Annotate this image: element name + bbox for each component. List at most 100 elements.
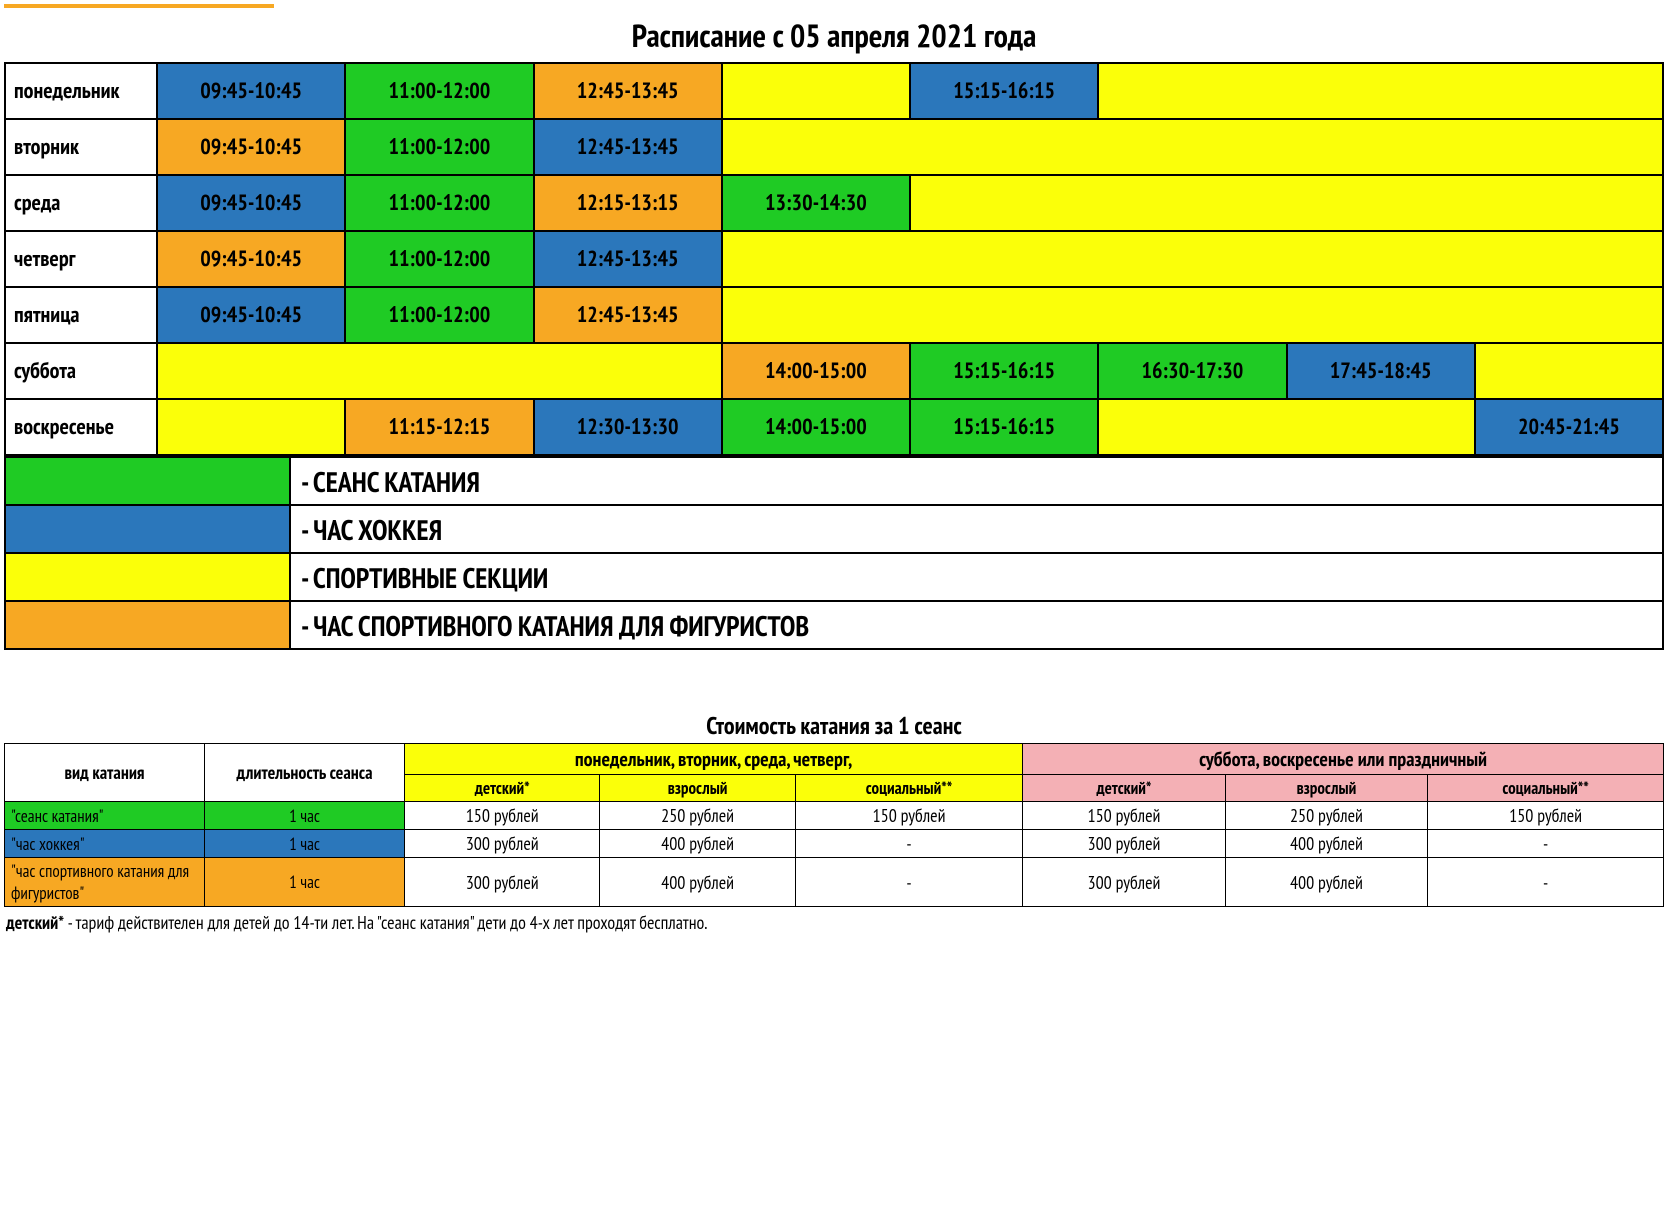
schedule-table: понедельник09:45-10:4511:00-12:0012:45-1… (4, 62, 1664, 456)
price-row: "час спортивного катания для фигуристов"… (5, 858, 1664, 907)
schedule-cell: 17:45-18:45 (1287, 343, 1475, 399)
schedule-cell: 14:00-15:00 (722, 343, 910, 399)
price-cell: 300 рублей (1023, 858, 1225, 907)
legend-table: - СЕАНС КАТАНИЯ- ЧАС ХОККЕЯ- СПОРТИВНЫЕ … (4, 456, 1664, 650)
price-header-weekday: понедельник, вторник, среда, четверг, (405, 744, 1023, 775)
price-cell: 300 рублей (1023, 830, 1225, 858)
legend-swatch (5, 601, 290, 649)
price-cell: 400 рублей (1225, 858, 1427, 907)
schedule-cell: 15:15-16:15 (910, 63, 1098, 119)
legend-row: - ЧАС ХОККЕЯ (5, 505, 1663, 553)
day-label: пятница (5, 287, 157, 343)
price-cell: 400 рублей (1225, 830, 1427, 858)
price-duration: 1 час (205, 830, 405, 858)
schedule-cell: 12:45-13:45 (534, 287, 722, 343)
price-cell: - (795, 830, 1022, 858)
schedule-cell: 11:00-12:00 (345, 287, 533, 343)
price-sub-we-social: социальный** (1428, 775, 1664, 802)
day-label: четверг (5, 231, 157, 287)
price-cell: - (795, 858, 1022, 907)
legend-row: - ЧАС СПОРТИВНОГО КАТАНИЯ ДЛЯ ФИГУРИСТОВ (5, 601, 1663, 649)
legend-label: - ЧАС ХОККЕЯ (290, 505, 1663, 553)
schedule-cell (157, 343, 722, 399)
schedule-cell: 12:45-13:45 (534, 119, 722, 175)
schedule-cell (722, 287, 1663, 343)
schedule-cell: 11:00-12:00 (345, 63, 533, 119)
legend-swatch (5, 505, 290, 553)
schedule-cell (1098, 399, 1475, 455)
price-cell: - (1428, 858, 1664, 907)
price-header-weekend: суббота, воскресенье или праздничный (1023, 744, 1664, 775)
price-cell: 150 рублей (1428, 802, 1664, 830)
price-sub-we-adult: взрослый (1225, 775, 1427, 802)
price-sub-wd-adult: взрослый (600, 775, 795, 802)
schedule-cell: 09:45-10:45 (157, 175, 345, 231)
legend-label: - СПОРТИВНЫЕ СЕКЦИИ (290, 553, 1663, 601)
schedule-cell (1098, 63, 1663, 119)
price-type: "час хоккея" (5, 830, 205, 858)
schedule-cell (722, 119, 1663, 175)
schedule-row: вторник09:45-10:4511:00-12:0012:45-13:45 (5, 119, 1663, 175)
price-sub-wd-child: детский* (405, 775, 600, 802)
price-cell: 400 рублей (600, 858, 795, 907)
schedule-cell (910, 175, 1663, 231)
day-label: вторник (5, 119, 157, 175)
schedule-cell: 20:45-21:45 (1475, 399, 1663, 455)
schedule-cell: 12:45-13:45 (534, 63, 722, 119)
day-label: понедельник (5, 63, 157, 119)
price-cell: - (1428, 830, 1664, 858)
price-cell: 250 рублей (600, 802, 795, 830)
schedule-row: четверг09:45-10:4511:00-12:0012:45-13:45 (5, 231, 1663, 287)
price-cell: 150 рублей (1023, 802, 1225, 830)
footnote-text: - тариф действителен для детей до 14-ти … (64, 911, 707, 934)
schedule-cell: 09:45-10:45 (157, 231, 345, 287)
schedule-row: воскресенье11:15-12:1512:30-13:3014:00-1… (5, 399, 1663, 455)
price-sub-we-child: детский* (1023, 775, 1225, 802)
price-duration: 1 час (205, 858, 405, 907)
schedule-cell (157, 399, 345, 455)
footnote-bold: детский* (6, 911, 64, 934)
schedule-cell: 14:00-15:00 (722, 399, 910, 455)
day-label: среда (5, 175, 157, 231)
schedule-cell: 11:00-12:00 (345, 175, 533, 231)
legend-label: - СЕАНС КАТАНИЯ (290, 457, 1663, 505)
schedule-cell: 11:00-12:00 (345, 119, 533, 175)
price-cell: 150 рублей (405, 802, 600, 830)
day-label: воскресенье (5, 399, 157, 455)
legend-swatch (5, 553, 290, 601)
legend-row: - СПОРТИВНЫЕ СЕКЦИИ (5, 553, 1663, 601)
price-cell: 150 рублей (795, 802, 1022, 830)
schedule-title: Расписание с 05 апреля 2021 года (4, 8, 1664, 62)
price-col-duration: длительность сеанса (205, 744, 405, 802)
legend-row: - СЕАНС КАТАНИЯ (5, 457, 1663, 505)
price-cell: 300 рублей (405, 830, 600, 858)
price-type: "час спортивного катания для фигуристов" (5, 858, 205, 907)
schedule-cell: 12:30-13:30 (534, 399, 722, 455)
schedule-row: понедельник09:45-10:4511:00-12:0012:45-1… (5, 63, 1663, 119)
price-col-type: вид катания (5, 744, 205, 802)
price-type: "сеанс катания" (5, 802, 205, 830)
schedule-cell: 12:45-13:45 (534, 231, 722, 287)
schedule-row: суббота14:00-15:0015:15-16:1516:30-17:30… (5, 343, 1663, 399)
price-row: "час хоккея"1 час300 рублей400 рублей-30… (5, 830, 1664, 858)
schedule-cell (1475, 343, 1663, 399)
legend-swatch (5, 457, 290, 505)
schedule-cell: 16:30-17:30 (1098, 343, 1286, 399)
schedule-cell: 15:15-16:15 (910, 399, 1098, 455)
price-cell: 250 рублей (1225, 802, 1427, 830)
schedule-cell: 15:15-16:15 (910, 343, 1098, 399)
schedule-cell: 12:15-13:15 (534, 175, 722, 231)
price-table: вид катания длительность сеанса понедель… (4, 743, 1664, 907)
price-sub-wd-social: социальный** (795, 775, 1022, 802)
schedule-cell (722, 63, 910, 119)
schedule-cell: 09:45-10:45 (157, 63, 345, 119)
legend-label: - ЧАС СПОРТИВНОГО КАТАНИЯ ДЛЯ ФИГУРИСТОВ (290, 601, 1663, 649)
schedule-cell: 09:45-10:45 (157, 119, 345, 175)
schedule-cell: 11:00-12:00 (345, 231, 533, 287)
price-title: Стоимость катания за 1 сеанс (4, 710, 1664, 741)
price-cell: 300 рублей (405, 858, 600, 907)
footnote: детский* - тариф действителен для детей … (4, 911, 1664, 934)
schedule-cell (722, 231, 1663, 287)
schedule-cell: 13:30-14:30 (722, 175, 910, 231)
price-row: "сеанс катания"1 час150 рублей250 рублей… (5, 802, 1664, 830)
